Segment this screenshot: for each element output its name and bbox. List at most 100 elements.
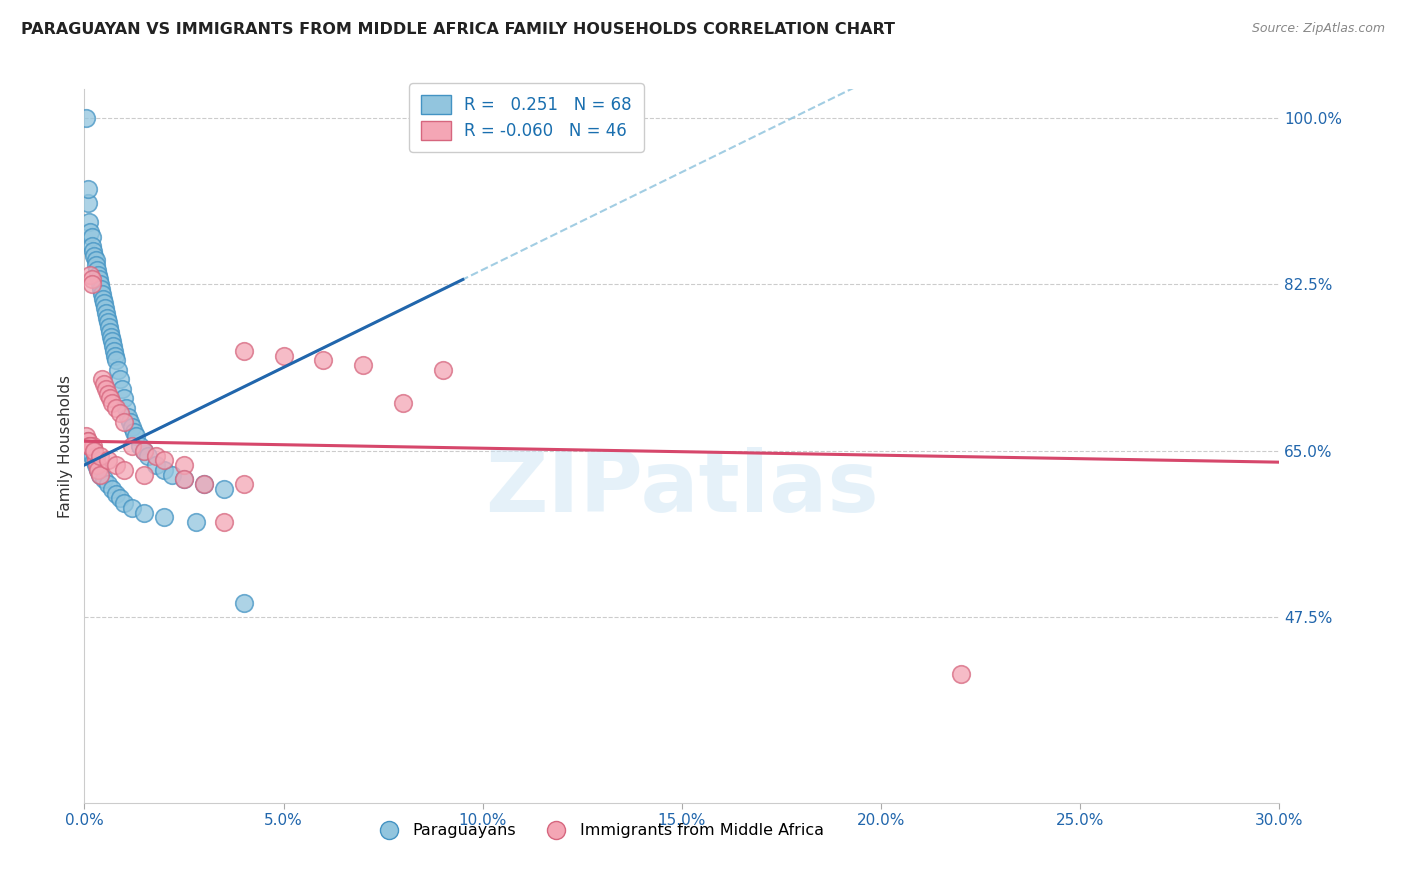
- Point: [145, 458, 167, 472]
- Point: [87, 268, 110, 282]
- Point: [949, 667, 972, 681]
- Point: [80, 272, 103, 286]
- Point: [89, 272, 111, 286]
- Point: [77, 439, 100, 453]
- Point: [160, 467, 183, 482]
- Point: [98, 392, 121, 406]
- Point: [82, 239, 104, 253]
- Point: [352, 358, 374, 372]
- Point: [173, 472, 195, 486]
- Point: [77, 215, 100, 229]
- Point: [93, 472, 115, 486]
- Point: [87, 463, 110, 477]
- Point: [76, 196, 98, 211]
- Point: [93, 296, 115, 310]
- Point: [82, 244, 104, 258]
- Text: PARAGUAYAN VS IMMIGRANTS FROM MIDDLE AFRICA FAMILY HOUSEHOLDS CORRELATION CHART: PARAGUAYAN VS IMMIGRANTS FROM MIDDLE AFR…: [21, 22, 896, 37]
- Point: [76, 434, 98, 449]
- Point: [112, 392, 135, 406]
- Point: [110, 406, 132, 420]
- Point: [77, 439, 100, 453]
- Point: [432, 363, 454, 377]
- Point: [86, 453, 108, 467]
- Point: [193, 477, 215, 491]
- Point: [312, 353, 335, 368]
- Point: [107, 363, 129, 377]
- Point: [212, 515, 235, 529]
- Point: [83, 443, 105, 458]
- Point: [79, 268, 101, 282]
- Point: [173, 458, 195, 472]
- Point: [86, 458, 108, 472]
- Point: [121, 420, 143, 434]
- Point: [104, 349, 127, 363]
- Point: [132, 443, 156, 458]
- Point: [79, 225, 101, 239]
- Point: [125, 429, 148, 443]
- Point: [121, 500, 143, 515]
- Point: [101, 334, 124, 349]
- Point: [89, 449, 111, 463]
- Text: Source: ZipAtlas.com: Source: ZipAtlas.com: [1251, 22, 1385, 36]
- Point: [132, 506, 156, 520]
- Y-axis label: Family Households: Family Households: [58, 375, 73, 517]
- Point: [97, 386, 120, 401]
- Point: [87, 463, 110, 477]
- Point: [97, 315, 120, 329]
- Point: [112, 496, 135, 510]
- Point: [232, 343, 254, 358]
- Point: [184, 515, 207, 529]
- Point: [77, 434, 100, 449]
- Point: [96, 382, 118, 396]
- Point: [77, 182, 100, 196]
- Point: [79, 443, 101, 458]
- Point: [96, 310, 118, 325]
- Point: [153, 453, 176, 467]
- Point: [97, 477, 120, 491]
- Point: [273, 349, 295, 363]
- Point: [101, 482, 124, 496]
- Point: [232, 477, 254, 491]
- Point: [90, 282, 112, 296]
- Point: [129, 439, 152, 453]
- Point: [110, 372, 132, 386]
- Point: [97, 453, 120, 467]
- Point: [132, 443, 156, 458]
- Point: [84, 449, 107, 463]
- Point: [193, 477, 215, 491]
- Point: [93, 292, 115, 306]
- Point: [84, 253, 107, 268]
- Text: ZIPatlas: ZIPatlas: [485, 447, 879, 531]
- Point: [91, 286, 114, 301]
- Point: [86, 458, 108, 472]
- Point: [111, 382, 134, 396]
- Point: [98, 320, 121, 334]
- Point: [145, 449, 167, 463]
- Point: [122, 425, 145, 439]
- Legend: Paraguayans, Immigrants from Middle Africa: Paraguayans, Immigrants from Middle Afri…: [366, 817, 831, 845]
- Point: [82, 439, 104, 453]
- Point: [94, 301, 117, 315]
- Point: [105, 401, 128, 415]
- Point: [232, 596, 254, 610]
- Point: [82, 449, 104, 463]
- Point: [96, 306, 118, 320]
- Point: [79, 439, 101, 453]
- Point: [98, 325, 121, 339]
- Point: [89, 467, 111, 482]
- Point: [112, 415, 135, 429]
- Point: [112, 463, 135, 477]
- Point: [120, 415, 142, 429]
- Point: [89, 467, 111, 482]
- Point: [83, 249, 105, 263]
- Point: [101, 396, 124, 410]
- Point: [117, 410, 139, 425]
- Point: [136, 449, 159, 463]
- Point: [392, 396, 415, 410]
- Point: [75, 111, 97, 125]
- Point: [82, 277, 104, 292]
- Point: [212, 482, 235, 496]
- Point: [91, 372, 114, 386]
- Point: [83, 443, 105, 458]
- Point: [103, 343, 125, 358]
